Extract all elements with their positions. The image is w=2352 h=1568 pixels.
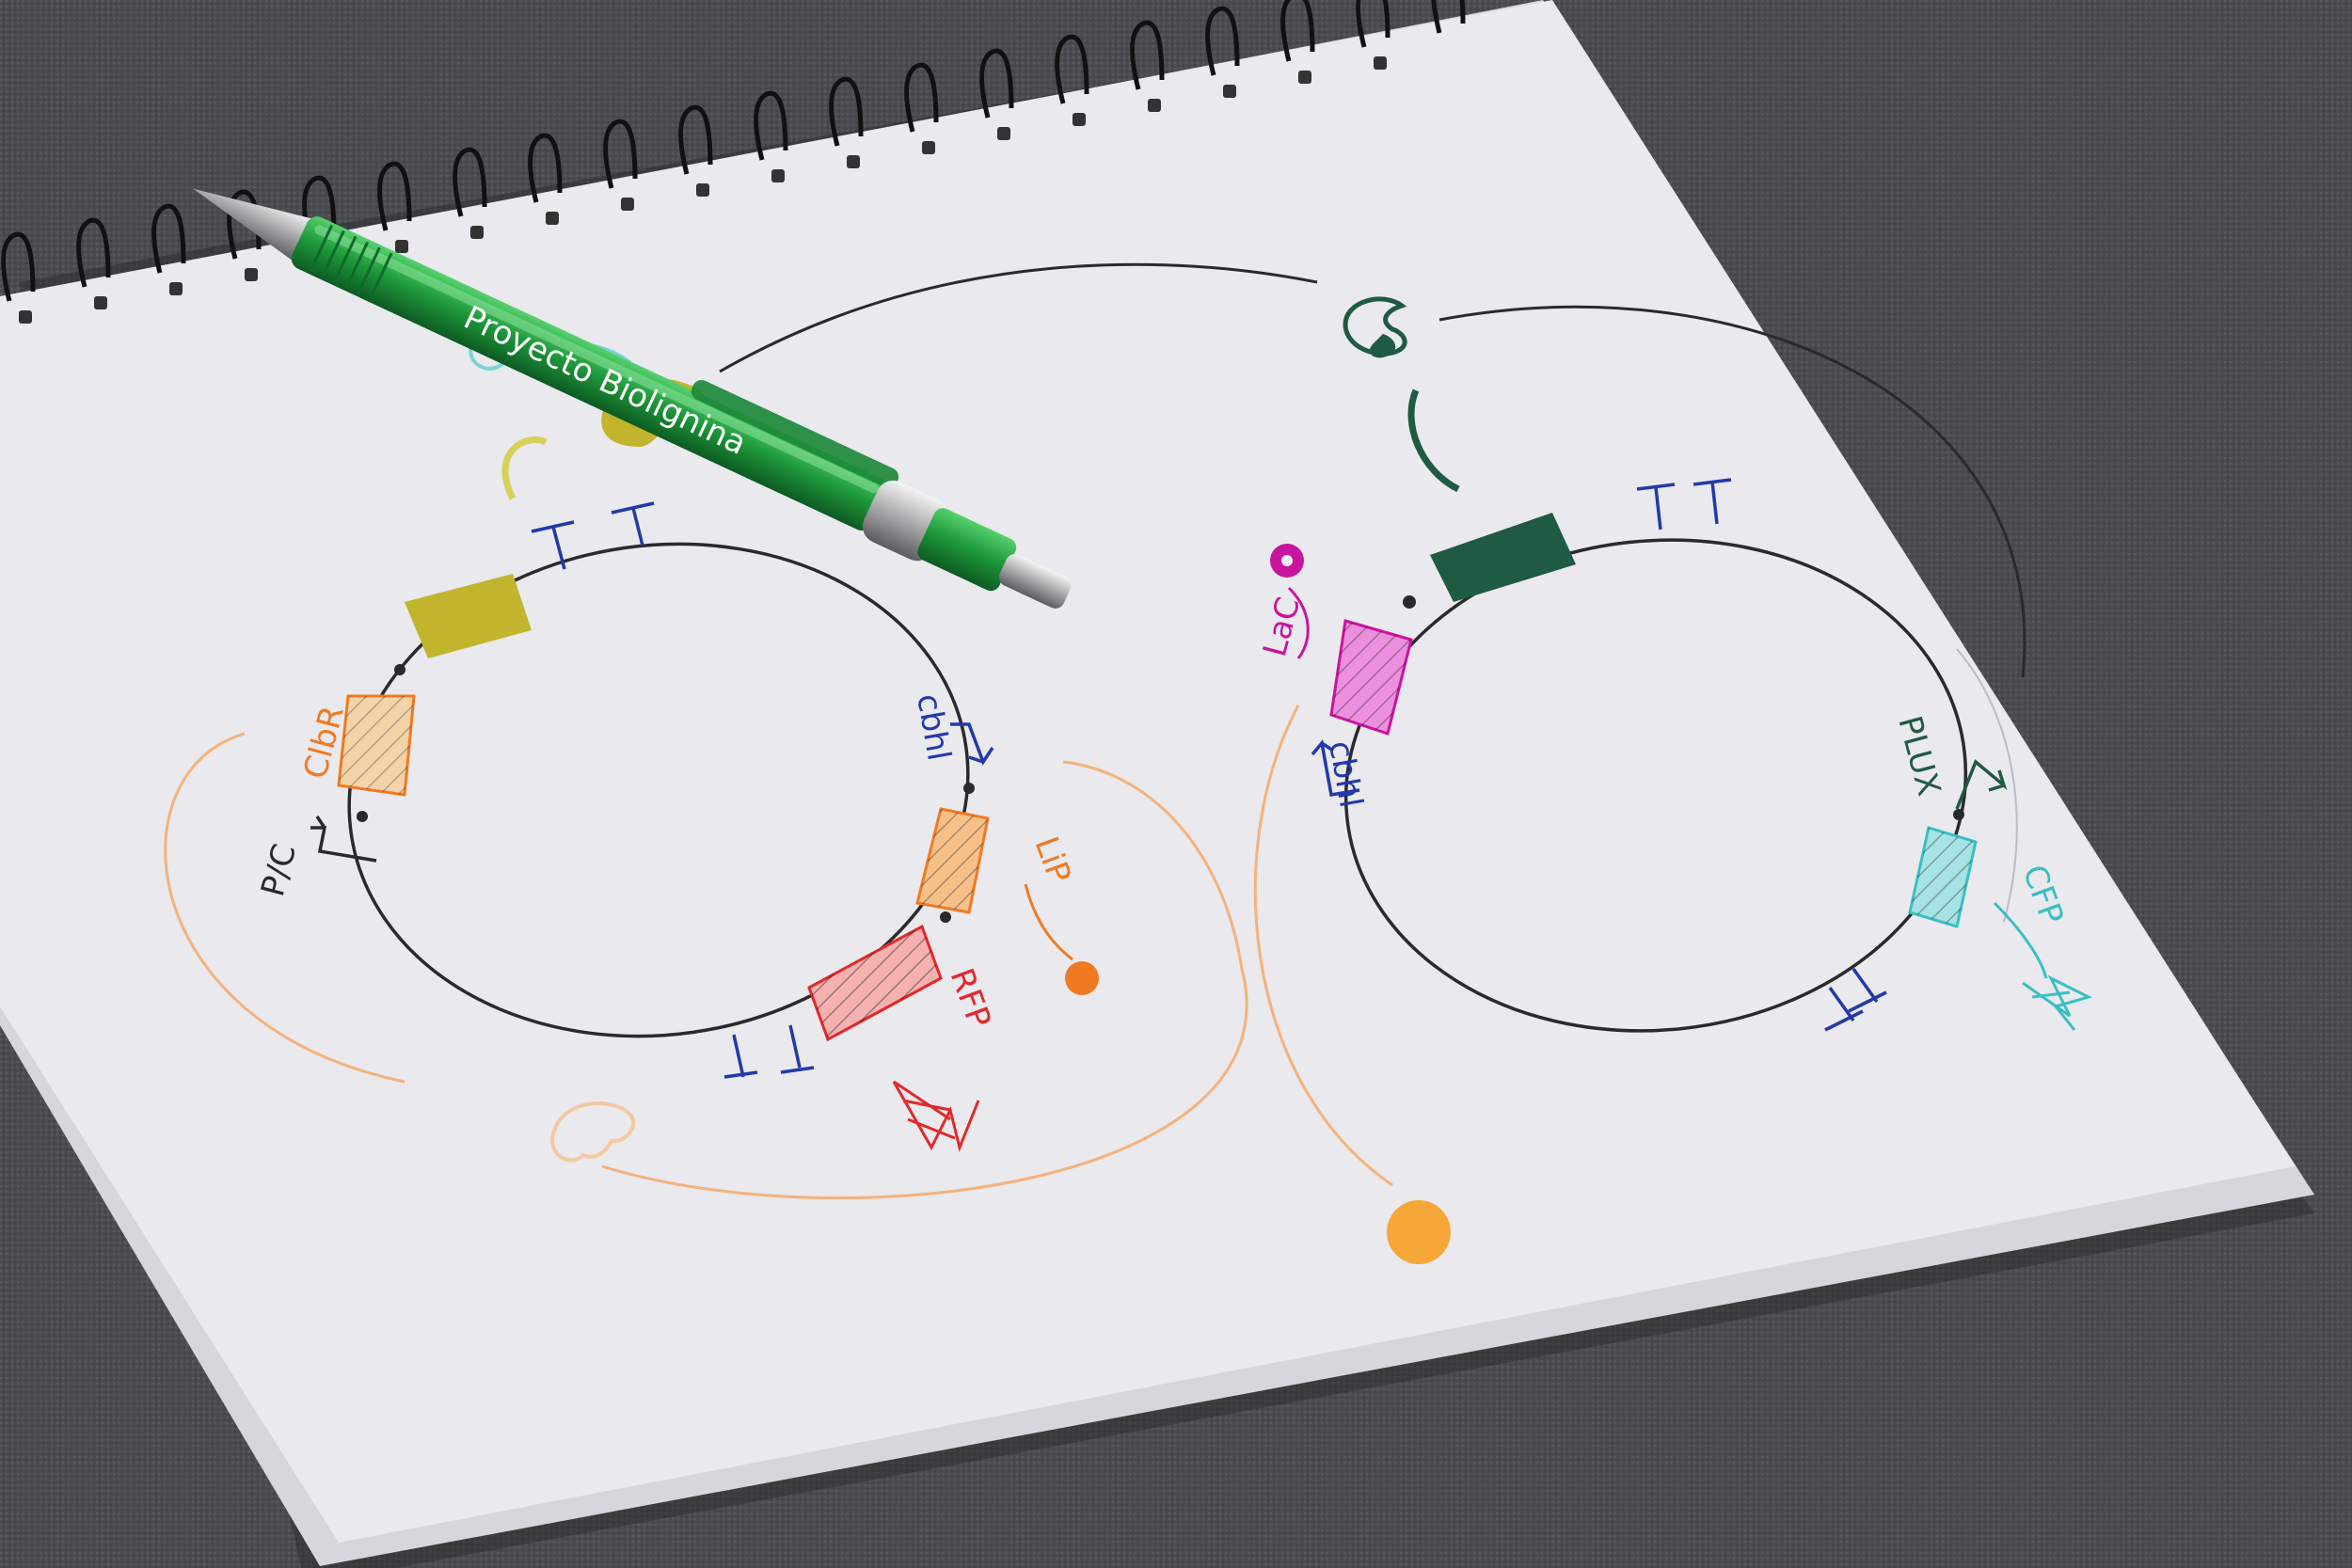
cfp-protein-scribble xyxy=(2022,974,2093,1031)
lip-connector xyxy=(1024,883,1073,961)
cfp-connector xyxy=(1993,901,2048,979)
left-top-terminators xyxy=(531,501,655,570)
binding-holes xyxy=(19,56,1387,324)
pen-grip xyxy=(309,224,393,300)
lip-gene-hatch xyxy=(917,809,988,912)
secreted-enzyme-dot xyxy=(1387,1200,1451,1264)
pen-tip xyxy=(193,188,314,262)
left-plasmid: ClbR P/C cbhl LiP RFP xyxy=(164,319,1451,1264)
right-top-terminators xyxy=(1636,478,1732,531)
cfp-gene-hatch xyxy=(1910,828,1976,927)
right-cbhl-arrow xyxy=(1311,739,1360,798)
right-outer-loop xyxy=(1438,305,2026,678)
clbr-dot xyxy=(394,664,405,675)
pen-plunger xyxy=(998,554,1072,609)
left-regulation-loop xyxy=(164,732,405,1084)
left-plasmid-circle xyxy=(347,542,970,1038)
olive-connector xyxy=(501,436,548,500)
cross-plasmid-loop xyxy=(719,262,1318,373)
pen-end-cap xyxy=(917,508,1017,592)
lip-enzyme-dot xyxy=(1065,961,1099,995)
pen-body xyxy=(291,216,888,531)
darkgreen-gene-block xyxy=(1430,513,1576,602)
left-bottom-terminators xyxy=(723,1024,815,1079)
lac-enzyme-dot-center xyxy=(1281,555,1293,566)
darkgreen-dot xyxy=(1403,595,1416,609)
rfp-gene-hatch xyxy=(809,927,941,1039)
pen-body-highlight xyxy=(314,225,879,494)
beige-protein-shape xyxy=(550,1101,636,1163)
lip-dot xyxy=(940,911,951,923)
lac-connector xyxy=(1287,586,1310,659)
clbr-gene-hatch xyxy=(339,696,414,795)
cbhl-dot xyxy=(963,783,975,794)
pen-clip xyxy=(691,380,899,488)
right-cfp-loop xyxy=(1956,648,2018,923)
pic-promoter-arrow xyxy=(310,816,377,863)
plux-arrow xyxy=(1955,759,2008,810)
plux-dot xyxy=(1953,809,1964,820)
darkgreen-connector xyxy=(1407,388,1460,493)
olive-gene-block xyxy=(405,574,532,658)
lac-gene-hatch xyxy=(1331,621,1411,734)
right-bottom-terminators xyxy=(1824,967,1887,1032)
pic-dot xyxy=(357,811,368,822)
right-plasmid-circle xyxy=(1343,538,1968,1033)
rfp-protein-scribble xyxy=(892,1080,980,1152)
spiral-binding xyxy=(1,0,1466,302)
left-cbhl-arrow xyxy=(950,722,994,766)
darkgreen-protein-fill xyxy=(1369,334,1396,358)
left-bottom-loop xyxy=(601,760,1248,1200)
center-crossing-loop xyxy=(1253,705,1393,1187)
